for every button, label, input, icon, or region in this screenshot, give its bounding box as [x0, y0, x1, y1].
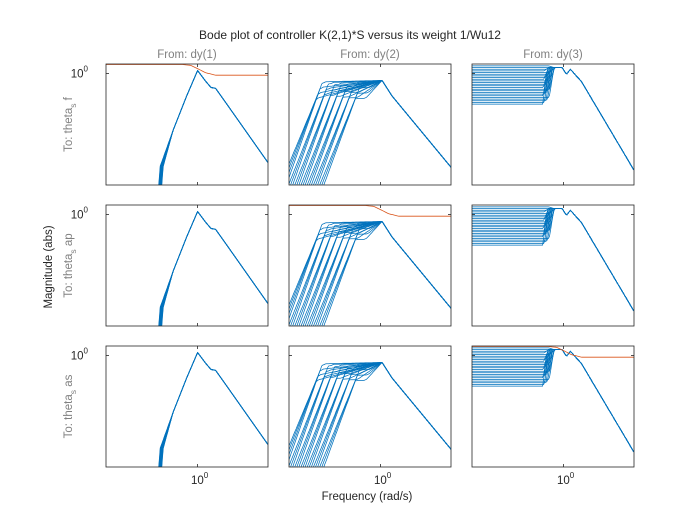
row-header-2: To: thetas ap — [63, 233, 78, 297]
row-header-1: To: thetas f — [63, 96, 78, 152]
controller-response-line-22 — [323, 80, 451, 185]
controller-response-line-16 — [161, 211, 268, 326]
panel-background — [106, 64, 268, 185]
panel-r3-c2: 100 — [288, 345, 452, 487]
panel-r1-c3 — [471, 63, 635, 186]
x-axis-label: Frequency (rad/s) — [322, 491, 413, 503]
panel-r3-c1: 100 100 — [71, 345, 269, 487]
subplot-grid: From: dy(1) From: dy(2) From: dy(3) To: the… — [63, 49, 635, 487]
y-tick-label: 100 — [71, 64, 89, 80]
x-tick-label: 100 — [191, 471, 209, 487]
panel-background — [106, 346, 268, 467]
controller-response-line-22 — [323, 362, 451, 467]
controller-response-line-24 — [472, 65, 634, 171]
panel-frame — [471, 63, 635, 186]
panel-r2-c2 — [288, 204, 452, 327]
row-header-3: To: thetas as — [63, 374, 78, 438]
y-tick-label: 100 — [71, 346, 89, 362]
panel-r1-c1: 100 — [71, 63, 269, 186]
controller-response-line-16 — [161, 70, 268, 185]
panel-frame — [288, 204, 452, 327]
panel-frame — [471, 345, 635, 468]
figure-title: Bode plot of controller K(2,1)*S versus … — [199, 28, 501, 42]
panel-r2-c3 — [471, 204, 635, 327]
column-header-3: From: dy(3) — [523, 49, 583, 61]
y-tick-label: 100 — [71, 205, 89, 221]
panel-frame — [105, 204, 269, 327]
panel-r1-c2 — [288, 63, 452, 186]
weight-inverse-line — [472, 346, 634, 358]
weight-inverse-line — [289, 205, 451, 217]
controller-response-line-16 — [161, 352, 268, 467]
x-tick-label: 100 — [374, 471, 392, 487]
weight-inverse-line — [106, 64, 268, 76]
controller-response-line-22 — [323, 221, 451, 326]
panel-frame — [471, 204, 635, 327]
controller-response-line-24 — [472, 347, 634, 453]
y-axis-label: Magnitude (abs) — [43, 225, 55, 308]
panel-frame — [288, 63, 452, 186]
controller-response-line-24 — [472, 206, 634, 312]
panel-frame — [105, 345, 269, 468]
panel-background — [106, 205, 268, 326]
column-header-1: From: dy(1) — [157, 49, 217, 61]
x-tick-label: 100 — [557, 471, 575, 487]
panel-frame — [288, 345, 452, 468]
column-header-2: From: dy(2) — [340, 49, 400, 61]
panel-frame — [105, 63, 269, 186]
panel-r3-c3: 100 — [471, 345, 635, 487]
panel-r2-c1: 100 — [71, 204, 269, 327]
